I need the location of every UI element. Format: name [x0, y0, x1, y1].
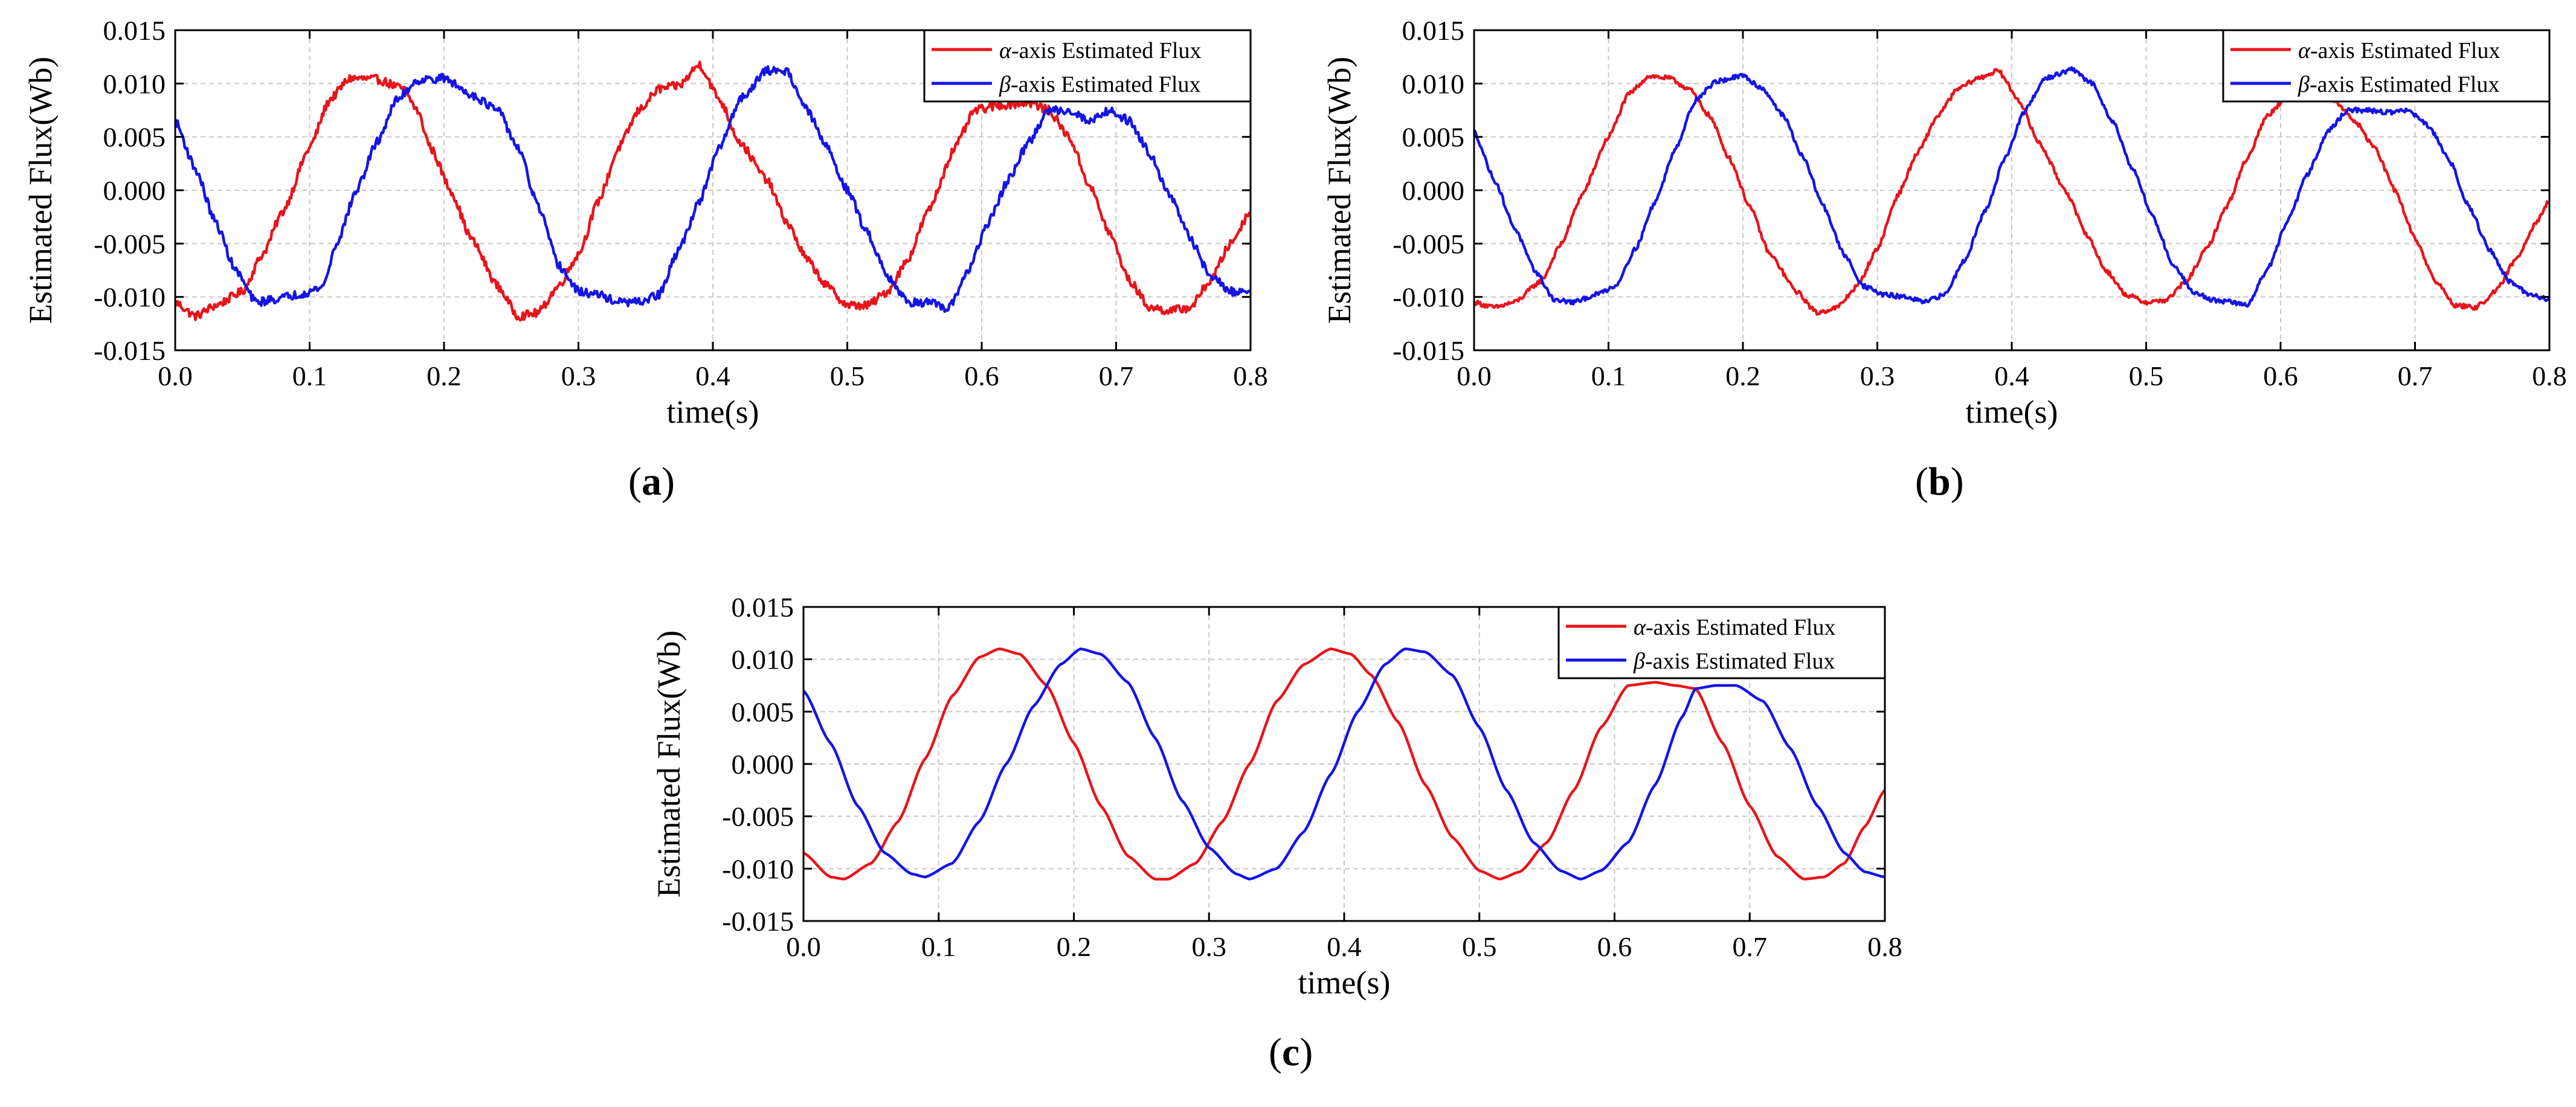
legend-text: -axis Estimated Flux	[2310, 38, 2500, 63]
x-tick-label: 0.1	[1591, 361, 1626, 391]
series-line-beta	[1474, 66, 2549, 308]
x-tick-label: 0.8	[2532, 361, 2567, 391]
caption-c: (c)	[1269, 1030, 1313, 1074]
x-tick-label: 0.5	[2129, 361, 2164, 391]
legend-label-beta: β-axis Estimated Flux	[999, 72, 1200, 97]
y-tick-label: -0.015	[94, 335, 166, 366]
legend-label-alpha: α-axis Estimated Flux	[999, 38, 1201, 63]
y-axis-label: Estimated Flux(Wb)	[651, 631, 687, 897]
y-tick-label: 0.010	[1402, 68, 1465, 99]
series-line-beta	[175, 65, 1251, 313]
y-tick-label: -0.015	[722, 906, 794, 937]
legend-label-beta: β-axis Estimated Flux	[1633, 649, 1835, 674]
y-axis-label: Estimated Flux(Wb)	[22, 57, 59, 324]
legend-box	[1557, 606, 1886, 679]
y-tick-label: -0.010	[1393, 282, 1464, 313]
legend-text: -axis Estimated Flux	[2310, 72, 2500, 97]
x-tick-label: 0.4	[1327, 931, 1362, 962]
x-tick-label: 0.2	[1725, 361, 1760, 391]
y-tick-label: 0.015	[103, 15, 166, 46]
y-tick-label: -0.010	[722, 853, 794, 884]
x-tick-label: 0.8	[1867, 931, 1902, 962]
legend-text: -axis Estimated Flux	[1011, 38, 1202, 63]
x-tick-label: 0.1	[292, 361, 327, 391]
legend-greek: α	[2298, 38, 2311, 63]
x-tick-label: 0.3	[1860, 361, 1895, 391]
x-tick-label: 0.7	[1099, 361, 1134, 391]
y-tick-label: 0.005	[732, 696, 794, 727]
y-tick-label: 0.015	[1402, 15, 1465, 46]
x-tick-label: 0.6	[2263, 361, 2298, 391]
plot-area	[803, 647, 1885, 881]
legend-text: -axis Estimated Flux	[1011, 72, 1201, 97]
x-tick-label: 0.3	[561, 361, 596, 391]
y-tick-label: 0.000	[732, 749, 794, 780]
legend-greek: β	[2297, 72, 2310, 97]
x-tick-label: 0.5	[830, 361, 865, 391]
chart-panel-c: 0.0 0.1 0.2 0.3 0.4 0.5 0.6 0.7 0.8 0.015 0.010 0.0…	[651, 592, 1909, 1001]
y-tick-label: -0.015	[1393, 335, 1464, 366]
y-tick-label: 0.005	[1402, 122, 1465, 153]
caption-c-letter: c	[1281, 1030, 1300, 1074]
chart-b: 0.0 0.1 0.2 0.3 0.4 0.5 0.6 0.7 0.8 0.015 0.010 0.0…	[1321, 15, 2567, 430]
x-tick-label: 0.0	[1457, 361, 1492, 391]
y-tick-label: -0.005	[1393, 228, 1464, 259]
y-tick-label: -0.005	[722, 801, 794, 832]
x-tick-label: 0.1	[921, 931, 956, 962]
y-tick-label: 0.010	[732, 644, 794, 675]
y-tick-label: 0.000	[103, 175, 166, 206]
x-tick-label: 0.3	[1192, 931, 1227, 962]
y-tick-label: 0.005	[103, 122, 166, 153]
legend-box	[923, 29, 1252, 103]
legend-label-alpha: α-axis Estimated Flux	[1634, 615, 1835, 640]
caption-a-letter: a	[641, 460, 662, 504]
caption-a: (a)	[628, 460, 675, 504]
series-line-alpha	[1474, 68, 2549, 316]
x-tick-label: 0.6	[1597, 931, 1632, 962]
legend-text: -axis Estimated Flux	[1645, 649, 1835, 674]
legend-label-alpha: α-axis Estimated Flux	[2298, 38, 2500, 63]
series-line-beta	[803, 647, 1885, 881]
plot-area	[175, 60, 1251, 322]
legend-greek: α	[999, 38, 1012, 63]
x-axis-label: time(s)	[667, 394, 759, 430]
y-axis-label: Estimated Flux(Wb)	[1321, 57, 1357, 324]
x-tick-label: 0.4	[1994, 361, 2029, 391]
caption-b: (b)	[1915, 460, 1964, 504]
x-tick-label: 0.0	[786, 931, 821, 962]
y-tick-label: 0.010	[103, 68, 166, 99]
series-line-alpha	[175, 60, 1251, 322]
x-tick-label: 0.5	[1462, 931, 1497, 962]
x-tick-label: 0.7	[2398, 361, 2433, 391]
caption-b-letter: b	[1928, 460, 1951, 504]
y-tick-label: -0.010	[94, 282, 166, 313]
legend-greek: β	[999, 72, 1011, 97]
x-tick-label: 0.2	[427, 361, 462, 391]
x-axis-label: time(s)	[1966, 394, 2058, 430]
legend-greek: α	[1634, 615, 1646, 640]
chart-a: 0.0 0.1 0.2 0.3 0.4 0.5 0.6 0.7 0.8 0.015 0.010 0.0…	[22, 15, 1268, 430]
chart-panel-a: 0.0 0.1 0.2 0.3 0.4 0.5 0.6 0.7 0.8 0.015 0.010 0.0…	[0, 0, 1268, 430]
x-tick-label: 0.7	[1733, 931, 1768, 962]
legend-box	[2222, 29, 2551, 103]
y-tick-label: 0.000	[1402, 175, 1465, 206]
x-axis-label: time(s)	[1298, 964, 1391, 1001]
x-tick-label: 0.2	[1057, 931, 1092, 962]
chart-c: 0.0 0.1 0.2 0.3 0.4 0.5 0.6 0.7 0.8 0.015 0.010 0.0…	[651, 592, 1902, 1001]
y-tick-label: 0.015	[732, 592, 794, 623]
x-tick-label: 0.8	[1233, 361, 1268, 391]
legend-label-beta: β-axis Estimated Flux	[2297, 72, 2499, 97]
y-tick-label: -0.005	[94, 228, 166, 259]
chart-panel-b: 0.0 0.1 0.2 0.3 0.4 0.5 0.6 0.7 0.8 0.015 0.010 0.0…	[1293, 0, 2567, 430]
x-tick-label: 0.4	[695, 361, 730, 391]
plot-area	[1474, 66, 2549, 316]
series-line-alpha	[803, 647, 1885, 881]
legend-text: -axis Estimated Flux	[1646, 615, 1836, 640]
legend-greek: β	[1633, 649, 1645, 674]
x-tick-label: 0.0	[158, 361, 193, 391]
x-tick-label: 0.6	[964, 361, 999, 391]
